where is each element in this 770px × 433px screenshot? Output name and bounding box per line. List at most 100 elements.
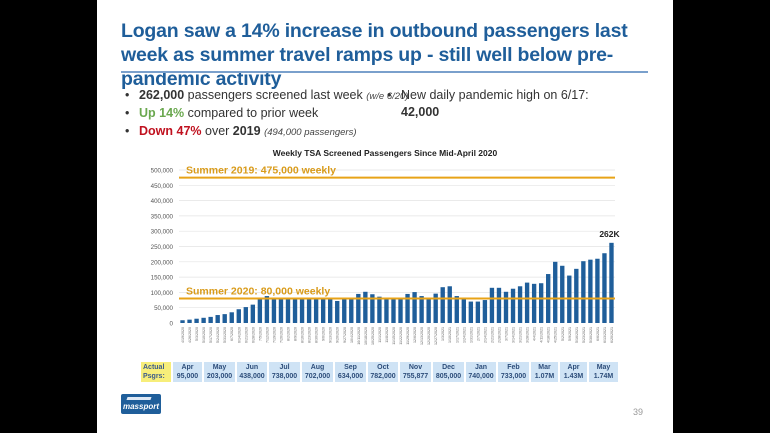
bar bbox=[257, 299, 263, 323]
y-tick-label: 500,000 bbox=[151, 168, 174, 175]
month-label: May bbox=[212, 364, 227, 371]
x-tick-label: 7/12/2020 bbox=[265, 327, 269, 343]
page-number: 39 bbox=[633, 407, 644, 417]
x-tick-label: 9/13/2020 bbox=[329, 327, 333, 343]
x-tick-label: 8/9/2020 bbox=[294, 327, 298, 341]
plane-icon bbox=[126, 397, 152, 400]
bar bbox=[531, 283, 537, 323]
x-tick-label: 2/21/2021 bbox=[490, 327, 494, 343]
bar bbox=[349, 299, 354, 323]
month-value: 782,000 bbox=[370, 373, 396, 380]
month-value: 1.43M bbox=[563, 373, 584, 380]
bar bbox=[342, 299, 347, 323]
bar bbox=[609, 242, 614, 323]
bullet-passengers-screened: 262,000 passengers screened last week (w… bbox=[125, 86, 408, 104]
slide: Logan saw a 14% increase in outbound pas… bbox=[97, 0, 673, 433]
x-tick-label: 1/17/2021 bbox=[455, 327, 459, 343]
bullet-text: compared to prior week bbox=[184, 106, 319, 120]
bar bbox=[391, 299, 396, 323]
x-tick-label: 6/14/2020 bbox=[237, 327, 241, 343]
month-label: Oct bbox=[377, 364, 389, 371]
bar bbox=[194, 318, 199, 323]
chart-title: Weekly TSA Screened Passengers Since Mid… bbox=[273, 148, 498, 158]
bar bbox=[412, 292, 417, 323]
bullet-vs-2019: Down 47% over 2019 (494,000 passengers) bbox=[125, 122, 408, 140]
x-tick-label: 3/7/2021 bbox=[505, 327, 509, 341]
bullets-left: 262,000 passengers screened last week (w… bbox=[125, 86, 408, 140]
month-label: Dec bbox=[442, 364, 455, 371]
bar bbox=[320, 299, 326, 323]
month-label: Aug bbox=[310, 364, 325, 371]
bar bbox=[201, 317, 206, 323]
month-label: May bbox=[596, 364, 611, 371]
bar bbox=[489, 287, 495, 323]
reference-lines: Summer 2019: 475,000 weekly Summer 2020: … bbox=[179, 165, 615, 300]
x-tick-label: 12/6/2020 bbox=[413, 327, 417, 343]
month-value: 702,000 bbox=[304, 373, 331, 380]
bar bbox=[180, 320, 185, 323]
x-tick-label: 6/28/2020 bbox=[251, 327, 255, 343]
bar bbox=[454, 296, 459, 323]
x-tick-label: 2/28/2021 bbox=[497, 327, 501, 343]
bullets-right: New daily pandemic high on 6/17: 42,000 bbox=[387, 86, 589, 120]
bullet-week-change: Up 14% compared to prior week bbox=[125, 104, 408, 122]
actual-month-cell: Nov 755,877 bbox=[400, 362, 431, 382]
month-label: Nov bbox=[408, 364, 423, 371]
actual-label-line1: Actual bbox=[143, 364, 165, 371]
x-tick-label: 5/16/2021 bbox=[575, 327, 579, 343]
bar bbox=[243, 307, 248, 323]
x-tick-label: 4/18/2021 bbox=[547, 327, 551, 343]
x-tick-label: 11/8/2020 bbox=[385, 327, 389, 343]
bar bbox=[335, 300, 340, 323]
bar bbox=[574, 268, 579, 323]
bar bbox=[363, 291, 368, 323]
y-tick-label: 150,000 bbox=[151, 275, 174, 282]
month-value: 755,877 bbox=[402, 373, 429, 380]
bar bbox=[299, 299, 305, 323]
bar bbox=[602, 253, 607, 323]
x-tick-label: 7/5/2020 bbox=[258, 327, 262, 341]
y-tick-label: 50,000 bbox=[154, 305, 173, 312]
x-tick-label: 9/27/2020 bbox=[343, 327, 347, 343]
x-tick-label: 10/18/2020 bbox=[364, 327, 368, 345]
y-tick-label: 0 bbox=[170, 321, 174, 328]
up-percentage: Up 14% bbox=[139, 106, 185, 120]
actual-month-cell: May 203,000 bbox=[204, 362, 235, 382]
bar bbox=[292, 299, 298, 323]
x-tick-label: 12/27/2020 bbox=[434, 327, 438, 345]
month-label: Sep bbox=[344, 364, 357, 371]
bar bbox=[398, 298, 403, 323]
x-tick-label: 3/14/2021 bbox=[512, 327, 516, 343]
x-tick-label: 8/30/2020 bbox=[315, 327, 319, 343]
massport-logo: massport bbox=[121, 394, 161, 414]
month-value: 438,000 bbox=[239, 373, 265, 380]
actual-passengers-table: Actual Psgrs: Apr 95,000 May 203,000 Jun 438,… bbox=[141, 362, 620, 382]
x-tick-label: 5/9/2021 bbox=[568, 327, 572, 341]
passengers-count: 262,000 bbox=[139, 88, 185, 102]
bar bbox=[475, 301, 481, 323]
actual-month-cell: Jul 738,000 bbox=[269, 362, 300, 382]
x-tick-label: 4/19/2020 bbox=[181, 327, 185, 343]
bar bbox=[560, 265, 565, 323]
bar bbox=[264, 296, 270, 323]
y-axis-ticks: 0 50,000 100,000 150,000 200,000 250,000 300,0… bbox=[151, 168, 174, 328]
x-tick-label: 7/19/2020 bbox=[272, 327, 276, 343]
bar bbox=[496, 287, 502, 323]
actual-label-line2: Psgrs: bbox=[143, 373, 165, 380]
x-tick-label: 11/29/2020 bbox=[406, 327, 410, 345]
weekly-passengers-chart: Weekly TSA Screened Passengers Since Mid… bbox=[151, 148, 621, 345]
reference-line-label: Summer 2019: 475,000 weekly bbox=[186, 165, 336, 177]
actual-month-cell: Apr 95,000 bbox=[173, 362, 202, 382]
bar bbox=[222, 314, 227, 323]
x-tick-label: 12/20/2020 bbox=[427, 327, 431, 345]
x-tick-label: 3/28/2021 bbox=[526, 327, 530, 343]
bar bbox=[278, 299, 284, 323]
x-tick-label: 5/24/2020 bbox=[216, 327, 220, 343]
bar bbox=[405, 293, 410, 323]
daily-high-label: New daily pandemic high on 6/17: bbox=[401, 88, 589, 102]
annotations: 262K bbox=[599, 229, 620, 239]
slide-title: Logan saw a 14% increase in outbound pas… bbox=[121, 20, 628, 90]
month-value: 738,000 bbox=[271, 373, 298, 380]
bar bbox=[419, 296, 424, 323]
x-tick-label: 7/26/2020 bbox=[279, 327, 283, 343]
